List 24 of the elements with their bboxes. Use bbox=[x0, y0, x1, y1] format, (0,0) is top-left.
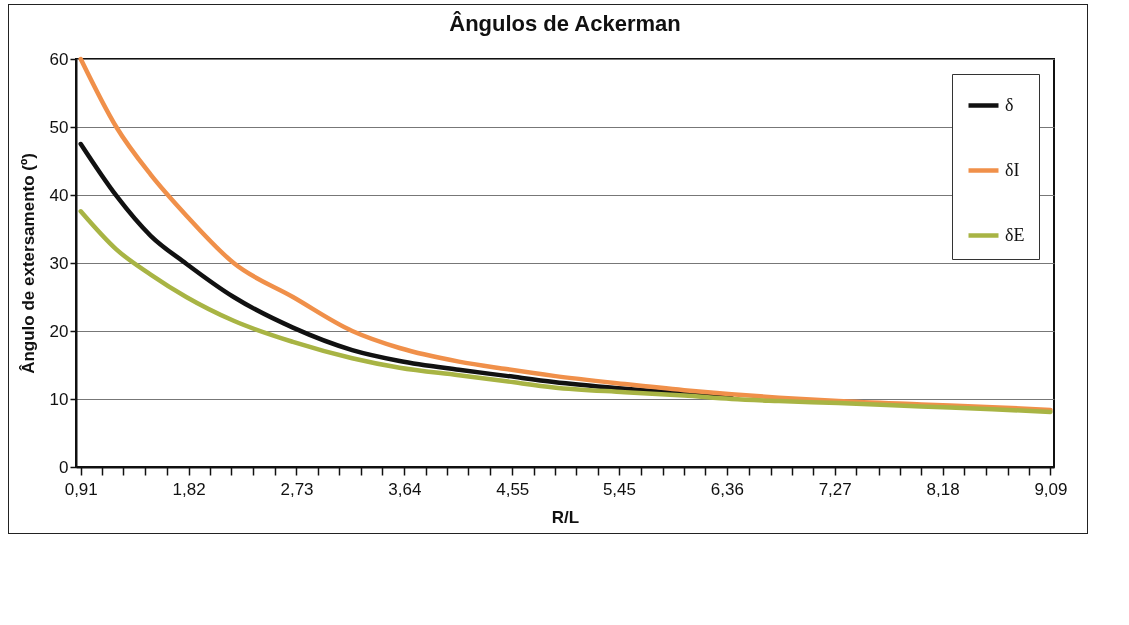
x-tick-label: 8,18 bbox=[926, 479, 960, 499]
x-tick-label: 5,45 bbox=[602, 479, 636, 499]
x-tick-label: 3,64 bbox=[388, 479, 422, 499]
y-tick-label: 50 bbox=[49, 117, 69, 137]
x-tick-label: 2,73 bbox=[280, 479, 314, 499]
x-tick-label: 6,36 bbox=[710, 479, 744, 499]
y-tick-label: 10 bbox=[49, 389, 69, 409]
y-tick-label: 20 bbox=[49, 321, 69, 341]
legend-label: δ bbox=[1005, 94, 1014, 115]
y-tick-label: 0 bbox=[59, 457, 69, 477]
x-tick-label: 7,27 bbox=[818, 479, 852, 499]
x-tick-label: 1,82 bbox=[172, 479, 206, 499]
y-tick-label: 60 bbox=[49, 49, 69, 69]
y-tick-label: 30 bbox=[49, 253, 69, 273]
y-tick-label: 40 bbox=[49, 185, 69, 205]
y-axis-title: Ângulo de extersamento (º) bbox=[18, 153, 38, 374]
line-series bbox=[78, 209, 1053, 415]
legend-label: δI bbox=[1005, 159, 1020, 180]
x-tick-label: 9,09 bbox=[1034, 479, 1068, 499]
x-tick-label: 0,91 bbox=[64, 479, 98, 499]
x-axis-title: R/L bbox=[551, 507, 580, 527]
chart-title: Ângulos de Ackerman bbox=[449, 11, 681, 36]
legend-label: δE bbox=[1005, 224, 1025, 245]
x-tick-label: 4,55 bbox=[496, 479, 530, 499]
